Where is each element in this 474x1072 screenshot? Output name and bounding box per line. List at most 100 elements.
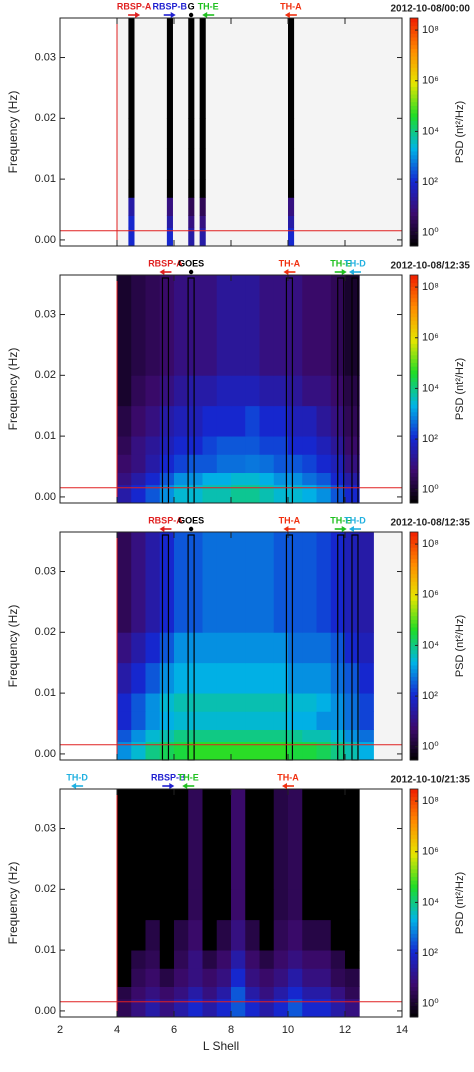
spacecraft-arrowhead — [348, 269, 354, 275]
psd-cell — [131, 472, 146, 486]
colorbar-segment — [410, 1005, 418, 1010]
colorbar-segment — [410, 282, 418, 287]
psd-cell — [131, 711, 146, 730]
psd-cell — [259, 375, 275, 407]
colorbar-segment — [410, 703, 418, 708]
psd-cell — [131, 662, 146, 694]
psd-cell — [199, 118, 206, 150]
psd-cell — [202, 998, 218, 1018]
spacecraft-arrowhead — [71, 783, 77, 789]
psd-cell — [117, 693, 132, 712]
colorbar-frame — [409, 17, 419, 247]
psd-cell — [288, 711, 303, 730]
colorbar-segment — [410, 162, 418, 167]
psd-cell — [288, 454, 303, 473]
colorbar-segment — [410, 842, 418, 847]
spacecraft-label: RBSP-A — [148, 515, 183, 525]
colorbar-segment — [410, 539, 418, 544]
colorbar-segment — [410, 971, 418, 976]
psd-cell — [302, 375, 317, 407]
psd-cell — [174, 968, 189, 987]
psd-cell — [316, 484, 332, 504]
colorbar-segment — [410, 48, 418, 53]
psd-cell — [117, 472, 132, 486]
colorbar-segment — [410, 301, 418, 306]
x-tick-label: 8 — [228, 1024, 234, 1036]
colorbar-segment — [410, 634, 418, 639]
colorbar-segment — [410, 362, 418, 367]
spacecraft-arrowhead — [159, 526, 165, 532]
colorbar-segment — [410, 680, 418, 685]
psd-cell — [174, 662, 189, 694]
psd-cell — [259, 711, 275, 730]
psd-cell — [245, 741, 260, 761]
psd-cell — [188, 118, 195, 150]
psd-cell — [159, 729, 175, 743]
spacecraft-arrowhead — [159, 269, 165, 275]
spacecraft-label: TH-A — [277, 772, 299, 782]
psd-cell — [145, 275, 161, 376]
colorbar-segment — [410, 684, 418, 689]
psd-cell — [288, 998, 303, 1018]
psd-cell — [288, 789, 303, 890]
psd-cell — [145, 950, 161, 969]
psd-cell — [330, 998, 346, 1018]
spacecraft-arrowhead — [170, 12, 176, 18]
psd-cell — [288, 693, 303, 712]
psd-cell — [330, 950, 346, 969]
psd-cell — [245, 998, 260, 1018]
colorbar-segment — [410, 838, 418, 843]
psd-cell — [302, 436, 317, 455]
colorbar-tick-label: 10⁸ — [422, 538, 439, 550]
colorbar-segment — [410, 872, 418, 877]
colorbar-segment — [410, 668, 418, 674]
psd-cell — [245, 889, 260, 921]
colorbar-segment — [410, 918, 418, 923]
psd-cell — [128, 179, 135, 198]
colorbar-segment — [410, 97, 418, 103]
psd-cell — [288, 889, 303, 921]
inner-boundary-region — [60, 18, 117, 246]
spacecraft-label: TH-D — [344, 515, 366, 525]
colorbar-segment — [410, 922, 418, 927]
psd-cell — [145, 986, 161, 1000]
psd-cell — [145, 741, 161, 761]
psd-cell — [131, 986, 146, 1000]
psd-cell — [302, 998, 317, 1018]
colorbar-segment — [410, 718, 418, 723]
psd-cell — [302, 484, 317, 504]
colorbar-segment — [410, 461, 418, 466]
psd-cell — [345, 998, 360, 1018]
colorbar-segment — [410, 332, 418, 337]
psd-cell — [188, 789, 203, 890]
inner-boundary-region — [60, 532, 117, 760]
y-axis-label: Frequency (Hz) — [6, 605, 20, 688]
psd-cell — [231, 454, 246, 473]
y-axis-label: Frequency (Hz) — [6, 862, 20, 945]
psd-cell — [302, 919, 317, 951]
psd-cell — [145, 484, 161, 504]
colorbar-tick-label: 10⁰ — [422, 227, 439, 239]
colorbar-segment — [410, 366, 418, 371]
psd-cell — [131, 693, 146, 712]
psd-cell — [302, 693, 317, 712]
colorbar-segment — [410, 796, 418, 801]
colorbar-segment — [410, 116, 418, 122]
psd-cell — [316, 968, 332, 987]
colorbar-segment — [410, 752, 418, 757]
psd-cell — [273, 662, 289, 694]
psd-cell — [359, 693, 374, 712]
colorbar-segment — [410, 638, 418, 643]
y-axis-label: Frequency (Hz) — [6, 348, 20, 431]
psd-cell — [216, 919, 232, 951]
colorbar-segment — [410, 789, 418, 794]
psd-cell — [288, 375, 303, 407]
colorbar-frame — [409, 531, 419, 761]
colorbar-segment — [410, 343, 418, 348]
psd-cell — [273, 919, 289, 951]
psd-cell — [345, 986, 360, 1000]
colorbar-segment — [410, 733, 418, 738]
psd-cell — [259, 532, 275, 633]
colorbar-segment — [410, 94, 418, 99]
psd-cell — [245, 950, 260, 969]
